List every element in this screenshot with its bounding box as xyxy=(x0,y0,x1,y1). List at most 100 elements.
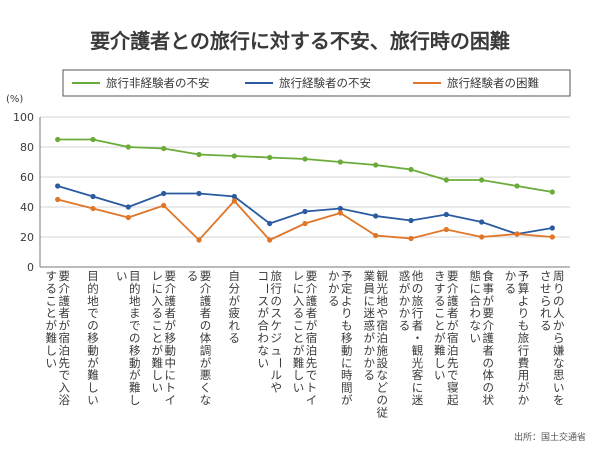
label-char: か xyxy=(399,294,411,308)
label-char: 介 xyxy=(306,281,318,295)
data-point xyxy=(267,154,273,161)
data-point xyxy=(267,237,273,243)
label-char: 迷 xyxy=(412,393,424,407)
x-axis-labels: 要介護者が宿泊先で入浴することが難しい目的地での移動が難しい目的地までの移動が難… xyxy=(45,269,565,419)
label-char: い xyxy=(87,393,99,407)
label-char: 者 xyxy=(482,343,494,357)
label-char: 難 xyxy=(151,356,163,370)
grid xyxy=(40,116,570,268)
label-char: 迷 xyxy=(363,306,375,320)
label-char: す xyxy=(434,281,446,295)
label-char: 施 xyxy=(376,343,388,357)
label-char: る xyxy=(45,281,57,295)
label-char: し xyxy=(45,343,57,357)
label-char: 起 xyxy=(447,393,459,407)
label-char: き xyxy=(434,269,446,283)
label-char: る xyxy=(363,368,375,382)
label-char: か xyxy=(328,269,340,283)
label-char: ー xyxy=(273,357,287,369)
label-char: が xyxy=(518,381,530,395)
label-char: の xyxy=(200,319,212,333)
label-char: な xyxy=(553,356,565,370)
label-char: 護 xyxy=(164,294,176,308)
label-char: 観 xyxy=(412,343,424,357)
label-char: 時 xyxy=(341,368,353,382)
legend-label: 旅行非経験者の不安 xyxy=(106,76,210,90)
label-char: か xyxy=(363,343,375,357)
label-char: 状 xyxy=(482,393,494,407)
data-point xyxy=(337,159,343,165)
label-char: 算 xyxy=(518,281,530,295)
label-char: 寝 xyxy=(447,381,459,395)
label-char: 浴 xyxy=(58,393,70,407)
label-char: で xyxy=(447,368,459,382)
label-char: 入 xyxy=(293,294,305,308)
source-note: 出所：国土交通省 xyxy=(514,431,586,443)
label-char: い xyxy=(151,381,163,395)
label-char: の xyxy=(412,281,424,295)
label-char: 泊 xyxy=(306,343,318,357)
label-char: 人 xyxy=(553,306,565,320)
label-char: さ xyxy=(540,269,552,283)
label-char: に xyxy=(151,281,163,295)
label-char: 調 xyxy=(200,343,212,357)
label-char: 移 xyxy=(341,331,353,345)
label-char: れ xyxy=(229,319,241,333)
label-char: が xyxy=(341,393,353,407)
label-char: 疲 xyxy=(229,306,241,320)
legend-label: 旅行経験者の困難 xyxy=(447,76,539,90)
label-char: し xyxy=(87,381,99,395)
label-char: 先 xyxy=(306,356,318,370)
label-char: し xyxy=(293,368,305,382)
label-char: く xyxy=(200,381,212,395)
label-char: に xyxy=(412,381,424,395)
label-char: を xyxy=(553,393,565,407)
label-char: い xyxy=(434,368,446,382)
label-char: 従 xyxy=(376,405,388,419)
label-char: 動 xyxy=(164,343,176,357)
label-char: に xyxy=(341,356,353,370)
label-char: 惑 xyxy=(363,319,375,333)
label-char: が xyxy=(363,331,375,345)
label-char: 予 xyxy=(518,269,530,283)
label-char: せ xyxy=(540,281,552,295)
label-char: レ xyxy=(293,269,305,283)
label-char: 者 xyxy=(200,306,212,320)
label-char: 悪 xyxy=(200,368,212,382)
label-char: イ xyxy=(164,393,176,407)
label-char: 泊 xyxy=(447,343,459,357)
label-char: の xyxy=(482,356,494,370)
label-char: や xyxy=(270,381,282,395)
data-point xyxy=(479,234,485,240)
label-char: 他 xyxy=(412,269,424,283)
label-char: 的 xyxy=(87,281,99,295)
data-point xyxy=(443,177,449,183)
data-point xyxy=(161,202,167,209)
data-point xyxy=(373,213,379,219)
label-char: 合 xyxy=(257,319,269,333)
label-char: で xyxy=(129,319,141,333)
label-char: 要 xyxy=(482,306,494,320)
label-char: か xyxy=(518,393,530,407)
data-point xyxy=(549,189,555,195)
data-point xyxy=(373,162,379,168)
label-char: 介 xyxy=(482,319,494,333)
label-char: 泊 xyxy=(58,343,70,357)
label-char: し xyxy=(434,356,446,370)
label-char: コ xyxy=(257,269,269,283)
label-char: 先 xyxy=(58,356,70,370)
label-char: す xyxy=(45,269,57,283)
label-char: か xyxy=(328,281,340,295)
label-char: わ xyxy=(257,331,269,345)
label-char: り xyxy=(341,306,353,320)
label-char: り xyxy=(518,306,530,320)
label-char: 客 xyxy=(412,368,424,382)
label-char: る xyxy=(328,294,340,308)
